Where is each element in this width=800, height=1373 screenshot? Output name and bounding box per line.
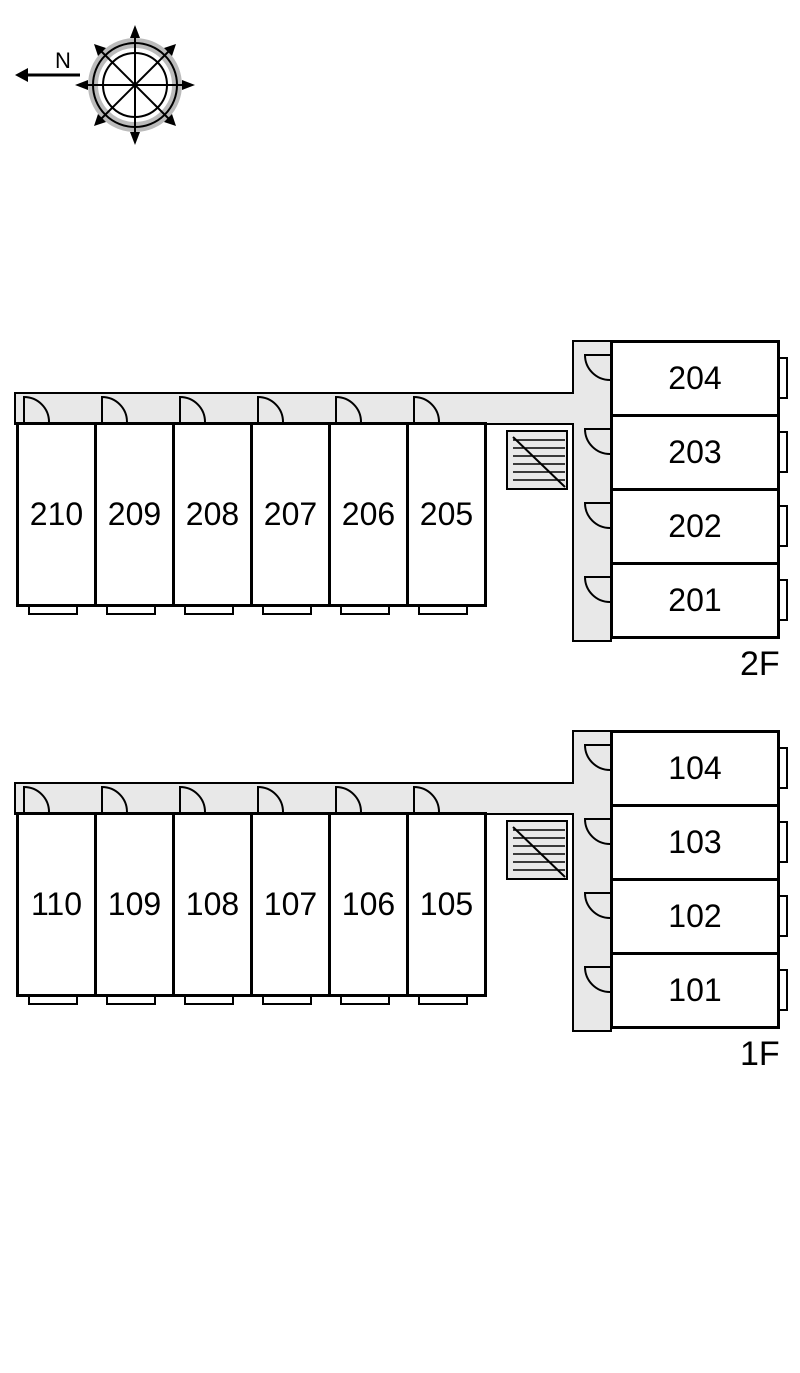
unit-label: 210 <box>30 496 83 533</box>
unit-108: 108 <box>172 812 253 997</box>
stairs-2f <box>506 430 568 490</box>
unit-102: 102 <box>610 878 780 955</box>
unit-201: 201 <box>610 562 780 639</box>
floor-plan-2f: 210 209 208 207 206 205 <box>0 340 800 700</box>
unit-103: 103 <box>610 804 780 881</box>
unit-202: 202 <box>610 488 780 565</box>
unit-107: 107 <box>250 812 331 997</box>
windows-vertical-2f <box>777 340 791 642</box>
unit-label: 108 <box>186 886 239 923</box>
unit-210: 210 <box>16 422 97 607</box>
unit-109: 109 <box>94 812 175 997</box>
unit-label: 103 <box>668 824 721 861</box>
unit-104: 104 <box>610 730 780 807</box>
unit-label: 107 <box>264 886 317 923</box>
unit-label: 105 <box>420 886 473 923</box>
unit-label: 208 <box>186 496 239 533</box>
doors-vertical-1f <box>575 730 615 1032</box>
unit-label: 102 <box>668 898 721 935</box>
unit-label: 204 <box>668 360 721 397</box>
doors-horizontal-2f <box>14 392 494 427</box>
doors-horizontal-1f <box>14 782 494 817</box>
compass-north-label: N <box>55 48 71 73</box>
unit-110: 110 <box>16 812 97 997</box>
unit-label: 101 <box>668 972 721 1009</box>
unit-204: 204 <box>610 340 780 417</box>
stairs-1f <box>506 820 568 880</box>
unit-label: 206 <box>342 496 395 533</box>
unit-207: 207 <box>250 422 331 607</box>
floor-label-2f: 2F <box>740 645 780 684</box>
doors-vertical-2f <box>575 340 615 642</box>
windows-horizontal-2f <box>14 604 494 616</box>
unit-203: 203 <box>610 414 780 491</box>
unit-label: 201 <box>668 582 721 619</box>
unit-208: 208 <box>172 422 253 607</box>
unit-209: 209 <box>94 422 175 607</box>
unit-label: 104 <box>668 750 721 787</box>
windows-vertical-1f <box>777 730 791 1032</box>
unit-106: 106 <box>328 812 409 997</box>
windows-horizontal-1f <box>14 994 494 1006</box>
unit-206: 206 <box>328 422 409 607</box>
unit-label: 202 <box>668 508 721 545</box>
floor-label-1f: 1F <box>740 1035 780 1074</box>
unit-label: 205 <box>420 496 473 533</box>
unit-105: 105 <box>406 812 487 997</box>
unit-label: 203 <box>668 434 721 471</box>
unit-101: 101 <box>610 952 780 1029</box>
compass: N <box>10 20 210 165</box>
unit-label: 110 <box>31 886 82 923</box>
unit-label: 209 <box>108 496 161 533</box>
unit-205: 205 <box>406 422 487 607</box>
unit-label: 106 <box>342 886 395 923</box>
floor-plan-1f: 110 109 108 107 106 105 <box>0 730 800 1090</box>
unit-label: 207 <box>264 496 317 533</box>
unit-label: 109 <box>108 886 161 923</box>
